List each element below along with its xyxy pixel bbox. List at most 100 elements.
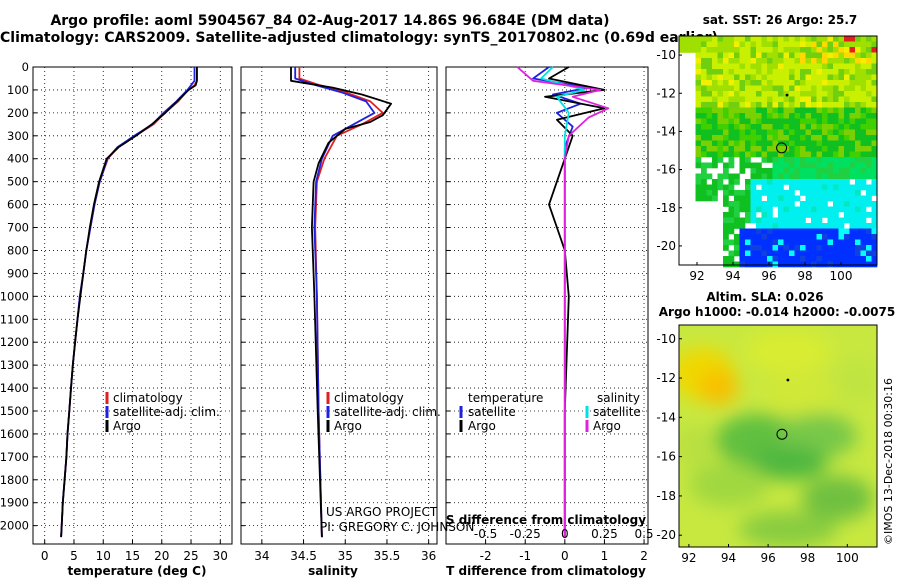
- sst-map-cell: [822, 135, 828, 141]
- sst-map-cell: [767, 157, 773, 163]
- sst-map-cell: [706, 140, 713, 147]
- sst-map-cell: [833, 168, 839, 174]
- sst-map-cell: [767, 140, 773, 147]
- sst-map-cell: [706, 107, 713, 114]
- sst-map-cell: [789, 102, 795, 108]
- sst-map-cell: [855, 146, 861, 152]
- sst-map-cell: [723, 256, 729, 262]
- sst-map-cell: [866, 74, 872, 81]
- sst-map-cell: [855, 212, 861, 218]
- sst-map-cell: [778, 113, 784, 119]
- sst-map-cell: [778, 217, 784, 224]
- sst-map-cell: [723, 96, 729, 103]
- sst-map-cell: [772, 223, 779, 229]
- sst-map-cell: [761, 96, 768, 103]
- x-tick-label: 34.5: [290, 549, 317, 563]
- sst-map-cell: [761, 201, 768, 207]
- sst-map-cell: [811, 212, 817, 218]
- sst-map-cell: [783, 212, 790, 218]
- map-y-tick-label: -18: [656, 201, 676, 215]
- sst-map-cell: [728, 41, 735, 48]
- map-y-tick-label: -16: [656, 450, 676, 464]
- sst-map-cell: [811, 41, 817, 48]
- sst-map-cell: [838, 140, 845, 147]
- sst-map-cell: [706, 36, 713, 42]
- sst-map-cell: [750, 124, 757, 130]
- sst-map-cell: [745, 261, 751, 268]
- sst-map-cell: [761, 245, 768, 251]
- sst-map-cell: [761, 256, 768, 262]
- salinity-plot-frame: [240, 66, 438, 545]
- sst-map-cell: [756, 41, 762, 48]
- sst-map-cell: [800, 261, 806, 268]
- sst-map-cell: [833, 113, 839, 119]
- sst-map-cell: [838, 52, 845, 59]
- sst-map-cell: [860, 124, 867, 130]
- sst-map-cell: [706, 113, 713, 119]
- sst-map-cell: [728, 173, 735, 180]
- sst-map-cell: [695, 146, 702, 152]
- sst-map-cell: [706, 124, 713, 130]
- sst-map-cell: [695, 179, 702, 185]
- sst-map-cell: [701, 195, 707, 202]
- sst-map-cell: [838, 184, 845, 191]
- sst-map-cell: [783, 179, 790, 185]
- sst-map-cell: [866, 91, 872, 97]
- sst-map-cell: [844, 168, 850, 174]
- sst-map-cell: [789, 140, 795, 147]
- sst-map-cell: [750, 195, 757, 202]
- sst-map-cell: [701, 124, 707, 130]
- sst-map-cell: [717, 102, 724, 108]
- sst-map-cell: [723, 80, 729, 86]
- sst-map-cell: [778, 52, 784, 59]
- sst-map-cell: [805, 250, 812, 257]
- sst-map-cell: [783, 151, 790, 158]
- sst-map-cell: [789, 212, 795, 218]
- sst-map-cell: [849, 151, 856, 158]
- sst-map-cell: [695, 157, 702, 163]
- sst-map-cell: [871, 250, 878, 257]
- sst-map-cell: [844, 118, 850, 125]
- sst-map-cell: [701, 179, 707, 185]
- sst-map-cell: [855, 58, 861, 64]
- sst-map-cell: [822, 223, 828, 229]
- sst-map-cell: [844, 47, 850, 53]
- sst-map-cell: [855, 261, 861, 268]
- sst-map-cell: [767, 184, 773, 191]
- sst-map-cell: [767, 217, 773, 224]
- sst-map-cell: [789, 69, 795, 75]
- sst-map-cell: [728, 47, 735, 53]
- sst-map-cell: [723, 69, 729, 75]
- sst-map-cell: [789, 96, 795, 103]
- sst-map-cell: [734, 195, 740, 202]
- sst-map-cell: [728, 184, 735, 191]
- sst-map-cell: [695, 63, 702, 70]
- sst-map-cell: [717, 179, 724, 185]
- sst-map-cell: [816, 190, 823, 196]
- sst-map-cell: [811, 58, 817, 64]
- sst-map-cell: [822, 239, 828, 246]
- sst-map-cell: [849, 47, 856, 53]
- sst-map-cell: [750, 58, 757, 64]
- sst-map-cell: [789, 168, 795, 174]
- sst-map-cell: [827, 217, 834, 224]
- sst-map-cell: [756, 52, 762, 59]
- sst-map-cell: [838, 228, 845, 235]
- sst-map-cell: [712, 91, 718, 97]
- sst-map-cell: [783, 41, 790, 48]
- sst-map-cell: [855, 206, 861, 213]
- map-y-tick-label: -14: [656, 410, 676, 424]
- sst-map-cell: [778, 190, 784, 196]
- sst-map-cell: [855, 151, 861, 158]
- sst-map-cell: [695, 118, 702, 125]
- sst-map-cell: [816, 228, 823, 235]
- x-tick-label: 5: [70, 549, 78, 563]
- map-x-tick-label: 100: [830, 269, 853, 283]
- sst-map-cell: [728, 107, 735, 114]
- sst-map-cell: [838, 129, 845, 136]
- sst-map-cell: [805, 58, 812, 64]
- sst-map-cell: [761, 239, 768, 246]
- sst-map-cell: [811, 124, 817, 130]
- sst-map-cell: [756, 129, 762, 136]
